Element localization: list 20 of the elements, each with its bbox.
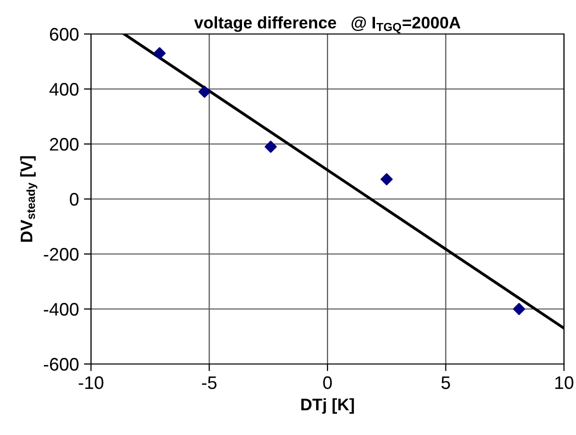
x-tick-label: -5 xyxy=(202,376,217,390)
x-tick-label: 5 xyxy=(441,376,450,390)
x-axis-title: DTj [K] xyxy=(301,398,354,414)
y-tick-label: 400 xyxy=(49,82,78,96)
point xyxy=(512,302,526,316)
point xyxy=(198,86,211,98)
chart-title: voltage difference @ I$_{TGQ}$=2000A xyxy=(194,16,460,34)
y-tick-label: 600 xyxy=(50,28,78,41)
x-tick-label: 0 xyxy=(323,376,332,390)
point xyxy=(154,47,166,60)
point xyxy=(264,140,277,153)
point xyxy=(380,173,393,186)
y-tick-label: 200 xyxy=(50,138,78,151)
y-axis-title: DV$_{steady}$ [V] xyxy=(20,156,38,242)
y-tick-label: -400 xyxy=(44,302,78,316)
y-tick-label: 0 xyxy=(70,192,78,206)
y-tick-label: -200 xyxy=(44,248,78,261)
x-tick-label: -10 xyxy=(78,376,104,390)
x-tick-label: 10 xyxy=(555,376,574,390)
y-tick-label: -600 xyxy=(44,358,78,371)
